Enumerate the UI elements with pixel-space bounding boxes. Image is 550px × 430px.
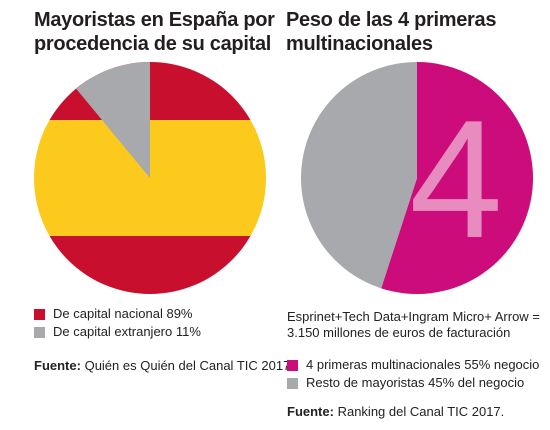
legend-swatch (34, 308, 45, 320)
chart-panel-multinationals: Peso de las 4 primeras multinacionales 4… (285, 0, 550, 430)
source-label: Fuente: (287, 404, 334, 419)
note: Esprinet+Tech Data+Ingram Micro+ Arrow =… (287, 309, 549, 341)
flag-stripe-bottom (34, 236, 266, 294)
source-note: Fuente: Ranking del Canal TIC 2017. (287, 404, 504, 420)
pie-slice-resto (301, 62, 417, 289)
big-numeral-4: 4 (409, 85, 502, 273)
legend-label: Resto de mayoristas 45% del negocio (306, 375, 525, 390)
legend-swatch (287, 377, 298, 389)
legend-item-nacional: De capital nacional 89% (34, 305, 201, 323)
chart-title: Peso de las 4 primeras multinacionales (286, 9, 497, 55)
legend: De capital nacional 89% De capital extra… (34, 305, 201, 341)
legend-label: De capital nacional 89% (53, 306, 193, 321)
note-line: 3.150 millones de euros de facturación (287, 325, 511, 340)
pie-chart-multinationals: 4 (301, 62, 534, 294)
source-text: Ranking del Canal TIC 2017. (337, 404, 505, 419)
note-line: Esprinet+Tech Data+Ingram Micro+ Arrow = (287, 309, 540, 324)
legend-item-extranjero: De capital extranjero 11% (34, 323, 201, 341)
chart-panel-capital-origin: Mayoristas en España por procedencia de … (34, 9, 294, 373)
legend-label: 4 primeras multinacionales 55% negocio (306, 357, 540, 372)
source-label: Fuente: (34, 358, 81, 373)
legend-item-multinacionales: 4 primeras multinacionales 55% negocio (287, 356, 539, 374)
legend-item-resto: Resto de mayoristas 45% del negocio (287, 374, 539, 392)
pie-chart-capital-origin (34, 62, 266, 294)
source-text: Quién es Quién del Canal TIC 2017. (84, 358, 294, 373)
legend-swatch (287, 359, 298, 371)
pie-slice-extranjero (76, 62, 150, 178)
source-note: Fuente: Quién es Quién del Canal TIC 201… (34, 358, 294, 374)
pie-slice-multinacionales (381, 62, 534, 294)
chart-title: Mayoristas en España por procedencia de … (34, 9, 275, 55)
legend: 4 primeras multinacionales 55% negocio R… (287, 356, 539, 392)
legend-label: De capital extranjero 11% (53, 324, 201, 339)
legend-swatch (34, 326, 45, 338)
